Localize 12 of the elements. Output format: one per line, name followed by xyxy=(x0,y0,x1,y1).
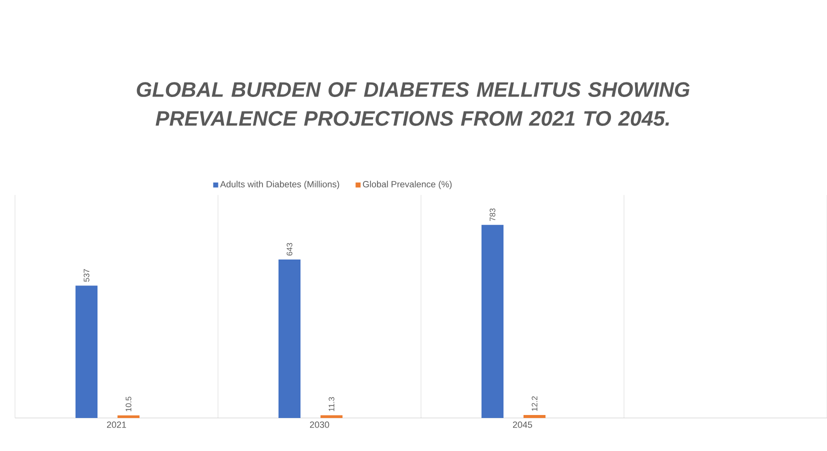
bar xyxy=(278,259,301,418)
bar xyxy=(118,415,140,418)
bar xyxy=(320,415,343,418)
x-tick-label: 2045 xyxy=(512,422,532,428)
legend-label: Global Prevalence (%) xyxy=(362,180,452,190)
bar xyxy=(76,286,98,418)
bar xyxy=(482,224,504,418)
chart-title: GLOBAL BURDEN OF DIABETES MELLITUS SHOWING PREVALENCE PROJECTIONS FROM 2021 TO 2045. xyxy=(136,82,690,126)
x-tick-label: 2030 xyxy=(310,422,330,428)
legend-label: Adults with Diabetes (Millions) xyxy=(220,180,340,190)
bar xyxy=(524,414,546,418)
x-tick-label: 2021 xyxy=(106,422,126,428)
